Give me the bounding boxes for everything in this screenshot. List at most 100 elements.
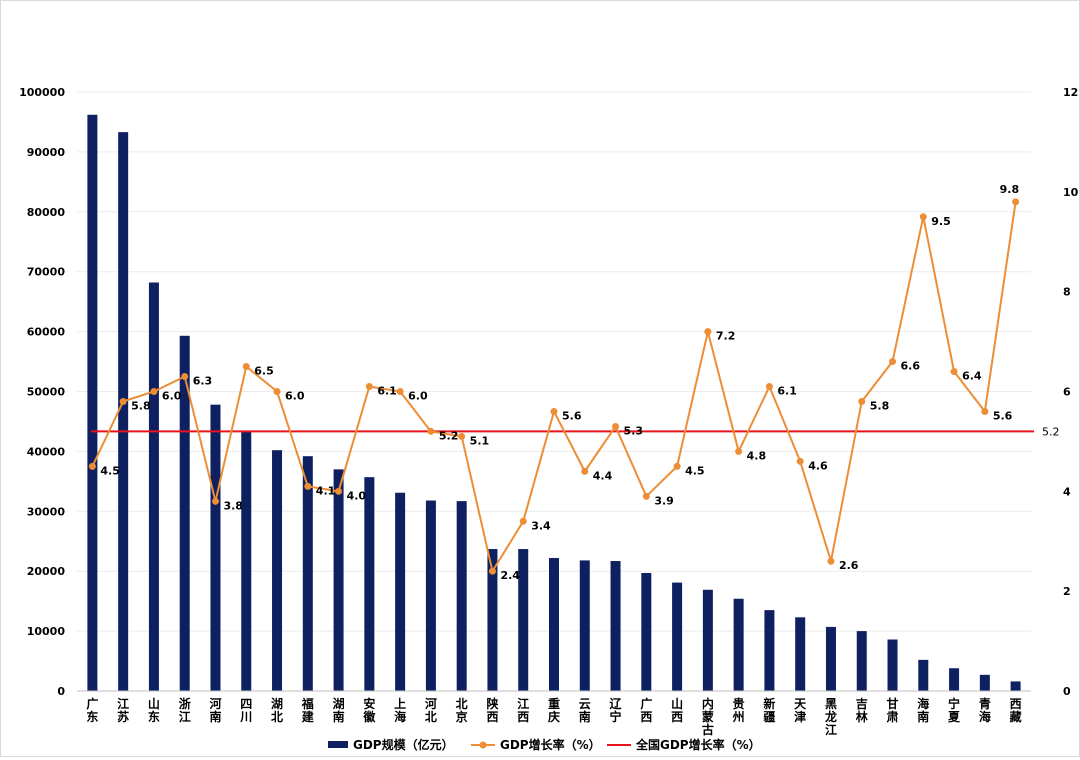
category-label: 宁夏 [948,696,961,724]
gdp-bar [148,282,159,691]
category-label: 吉林 [856,696,868,724]
growth-point [88,462,96,470]
left-tick-label: 80000 [27,206,66,219]
right-tick-label: 0 [1063,685,1071,698]
left-tick-label: 100000 [19,86,65,99]
right-tick-label: 10 [1063,186,1079,199]
gdp-bar [979,674,990,691]
category-label: 贵州 [732,696,745,724]
left-tick-label: 70000 [27,266,66,279]
growth-data-label: 4.6 [808,459,828,472]
growth-data-label: 4.1 [316,484,336,497]
growth-polyline [91,201,1017,574]
growth-data-label: 6.0 [162,390,182,403]
category-label: 上海 [394,696,406,724]
growth-point [704,328,712,336]
category-label: 重庆 [547,696,560,724]
gdp-bar [549,558,559,691]
left-axis-ticks: 0 10000 20000 30000 40000 50000 60000 70000 8000… [19,86,65,698]
growth-point [612,422,620,430]
gdp-bar [179,335,190,691]
left-tick-label: 10000 [27,625,66,638]
gdp-bar [333,469,344,691]
growth-point [119,397,127,405]
growth-data-label: 2.4 [500,569,520,582]
category-label: 西藏 [1010,697,1022,724]
growth-point [242,363,250,371]
growth-data-label: 7.2 [716,330,736,343]
growth-point [642,492,650,500]
gdp-bar [733,598,744,691]
growth-point [981,407,989,415]
gdp-bar [764,610,775,691]
gdp-bar [118,132,129,691]
category-label: 江苏 [117,696,129,724]
growth-data-label: 6.1 [377,385,397,398]
growth-point [211,497,219,505]
growth-point [950,368,958,376]
right-tick-label: 12 [1063,86,1078,99]
legend: GDP规模（亿元） GDP增长率（%） 全国GDP增长率（%） [328,737,761,752]
reference-line-label: 5.2 [1042,425,1060,438]
gdp-bar [302,456,313,691]
growth-point [427,427,435,435]
growth-data-label: 5.1 [470,434,490,447]
growth-point [304,482,312,490]
right-tick-label: 6 [1063,386,1071,399]
category-label: 湖北 [271,696,283,724]
growth-point [396,388,404,395]
growth-data-label: 6.0 [285,390,305,403]
growth-point [735,447,743,455]
gdp-bar [641,572,652,691]
gdp-bar [364,477,375,691]
category-label: 浙江 [179,696,191,724]
gdp-bar [87,114,98,691]
growth-data-label: 6.0 [408,390,428,403]
growth-data-label: 9.5 [931,215,951,228]
growth-point [858,397,866,405]
category-label: 青海 [979,696,991,724]
category-label: 安徽 [362,696,376,724]
growth-point [458,432,466,440]
growth-point [150,388,158,395]
growth-point [181,373,189,381]
left-tick-label: 40000 [27,445,66,458]
growth-data-label: 5.2 [439,429,459,442]
growth-data-label: 9.8 [1000,183,1020,196]
growth-point [765,383,773,391]
right-tick-label: 8 [1063,286,1071,299]
gdp-bar [672,582,683,691]
growth-data-label: 2.6 [839,559,859,572]
growth-data-label: 4.0 [347,489,367,502]
growth-point [919,213,927,221]
gdp-bar [518,549,529,691]
category-label: 辽宁 [610,697,623,724]
growth-point [889,358,897,366]
gdp-bar [887,639,898,691]
growth-rate-line: 4.5 5.8 6.0 6.3 3.8 6.5 6.0 4.1 4.0 6.1 6.0 5.2 5.1 2… [88,183,1020,582]
gdp-bar [579,560,590,691]
growth-data-label: 4.5 [685,464,705,477]
legend-bar-label: GDP规模（亿元） [353,737,454,752]
right-tick-label: 4 [1063,485,1071,498]
gdp-bar [241,431,252,691]
growth-data-label: 4.4 [593,469,613,482]
category-label: 山西 [671,696,683,724]
category-label: 海南 [917,696,929,724]
growth-data-label: 3.9 [654,494,674,507]
growth-data-label: 3.4 [531,519,551,532]
category-label: 河南 [208,696,221,724]
growth-point [796,457,804,465]
category-label: 甘肃 [887,696,899,724]
growth-data-label: 5.8 [131,399,151,412]
growth-data-label: 5.6 [562,409,582,422]
growth-data-label: 4.8 [747,449,767,462]
category-label: 陕西 [486,696,498,724]
growth-point [673,462,681,470]
gdp-bar [1010,681,1021,691]
legend-line-label: GDP增长率（%） [500,737,601,752]
category-labels: 广东江苏山东浙江河南四川湖北福建湖南安徽上海河北北京陕西江西重庆云南辽宁广西山西… [86,696,1021,737]
category-label: 湖南 [333,696,345,724]
